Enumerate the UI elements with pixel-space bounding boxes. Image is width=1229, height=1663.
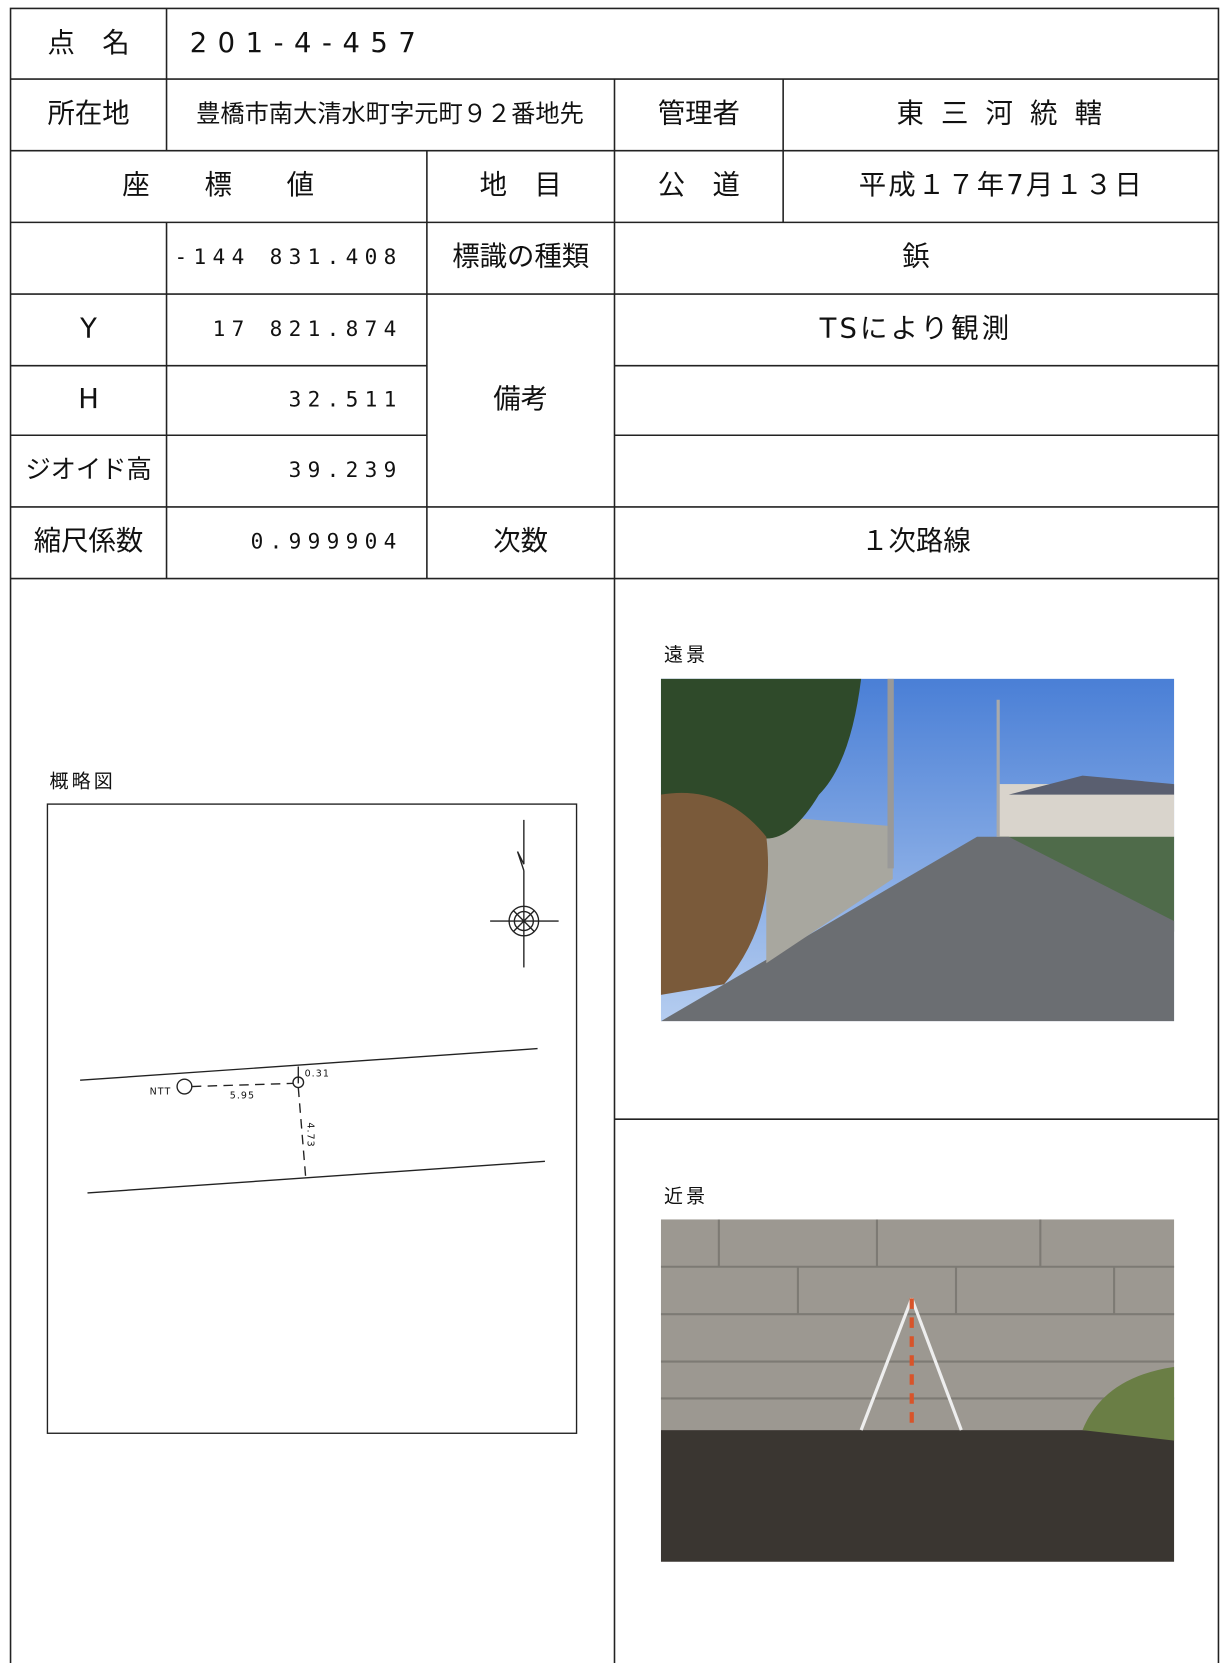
- sketch-label: 0.31: [305, 1068, 330, 1079]
- label: 座 標 値: [122, 170, 314, 201]
- date: 平成１７年7月１３日: [859, 170, 1144, 201]
- label: 点 名: [47, 28, 129, 59]
- marker-type: 鋲: [902, 242, 929, 273]
- label: 備考: [493, 384, 548, 415]
- scale-factor: 0.999904: [251, 529, 403, 554]
- far-photo: [660, 678, 1175, 1022]
- geoid-height: 39.239: [289, 457, 403, 482]
- order: １次路線: [861, 526, 971, 557]
- sketch-title: 概略図: [50, 770, 116, 792]
- remarks: TSにより観測: [819, 313, 1013, 344]
- sketch-label: 5.95: [230, 1091, 255, 1102]
- manager: 東 三 河 統 轄: [896, 98, 1106, 129]
- point-name: 201-4-457: [190, 28, 427, 59]
- coord-y: 17 821.874: [213, 316, 403, 341]
- location: 豊橋市南大清水町字元町９２番地先: [196, 99, 584, 128]
- label: 管理者: [658, 98, 740, 129]
- sketch-label: 4.73: [304, 1122, 315, 1147]
- photo-title: 遠景: [664, 644, 708, 666]
- label: H: [78, 384, 99, 415]
- label: ジオイド高: [25, 455, 151, 484]
- label: 地 目: [480, 170, 562, 201]
- land-category: 公 道: [658, 170, 740, 201]
- near-photo: [660, 1219, 1175, 1562]
- label: 標識の種類: [452, 242, 589, 273]
- label: 所在地: [47, 98, 129, 129]
- label: 縮尺係数: [34, 526, 144, 557]
- coord-x: -144 831.408: [175, 244, 403, 269]
- height: 32.511: [289, 386, 403, 411]
- label: 次数: [493, 526, 548, 557]
- sketch-label: NTT: [150, 1086, 172, 1097]
- sketch: [46, 803, 578, 1434]
- label: Y: [79, 313, 97, 344]
- table-grid: [9, 7, 1220, 1663]
- photo-title: 近景: [664, 1186, 708, 1208]
